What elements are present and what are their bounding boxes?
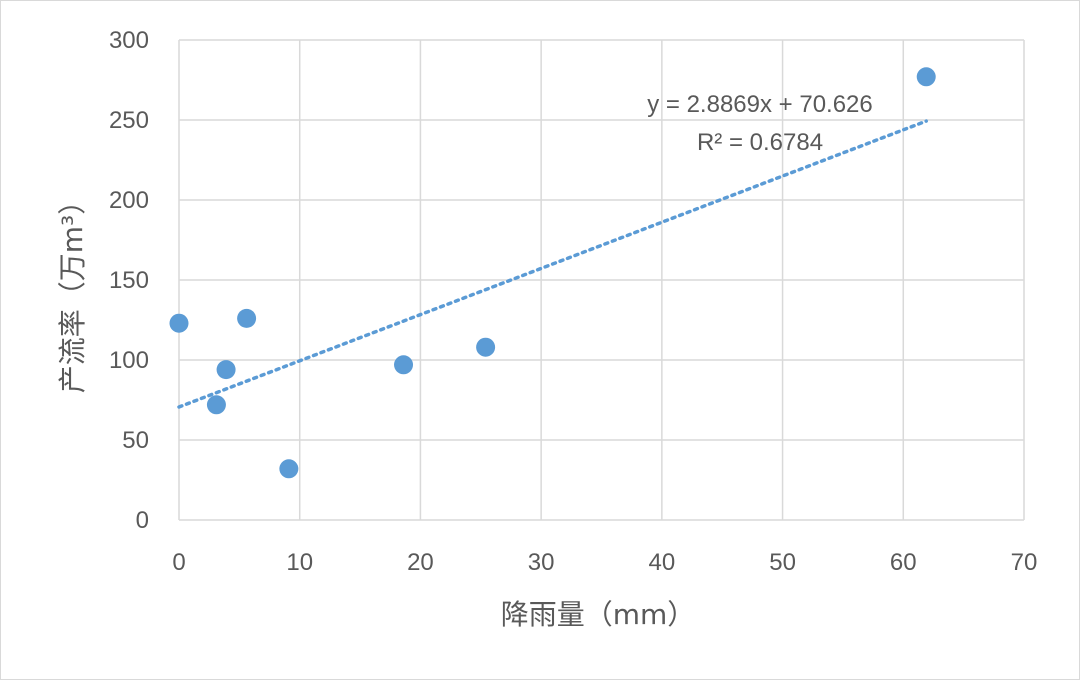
data-point [279, 459, 299, 479]
y-tick-label: 200 [109, 187, 149, 214]
trendline-r-squared: R² = 0.6784 [697, 129, 823, 156]
x-tick-label: 0 [172, 549, 185, 576]
data-point [237, 308, 257, 328]
y-tick-label: 250 [109, 107, 149, 134]
data-point [206, 395, 226, 415]
data-point [216, 360, 236, 380]
x-axis-tick-labels: 0 10 20 30 40 50 60 70 [172, 549, 1037, 576]
y-tick-label: 100 [109, 347, 149, 374]
y-axis-tick-labels: 0 50 100 150 200 250 300 [109, 27, 149, 534]
data-point [916, 67, 936, 87]
x-tick-label: 30 [528, 549, 555, 576]
x-axis-title: 降雨量（mm） [501, 598, 696, 631]
y-tick-label: 150 [109, 267, 149, 294]
gridlines [178, 39, 1025, 521]
y-tick-label: 50 [122, 427, 149, 454]
y-axis-title: 产流率（万m³） [56, 187, 89, 394]
x-tick-label: 50 [769, 549, 796, 576]
y-tick-label: 0 [136, 507, 149, 534]
y-tick-label: 300 [109, 27, 149, 54]
data-point [476, 337, 496, 357]
trendline-equation: y = 2.8869x + 70.626 [647, 91, 873, 118]
data-point [394, 355, 414, 375]
x-tick-label: 70 [1011, 549, 1038, 576]
data-points [169, 67, 936, 479]
data-point [169, 313, 189, 333]
trendline [177, 119, 928, 409]
x-tick-label: 20 [407, 549, 434, 576]
x-tick-label: 60 [890, 549, 917, 576]
trendline-group [177, 119, 928, 409]
x-tick-label: 40 [649, 549, 676, 576]
x-tick-label: 10 [286, 549, 313, 576]
